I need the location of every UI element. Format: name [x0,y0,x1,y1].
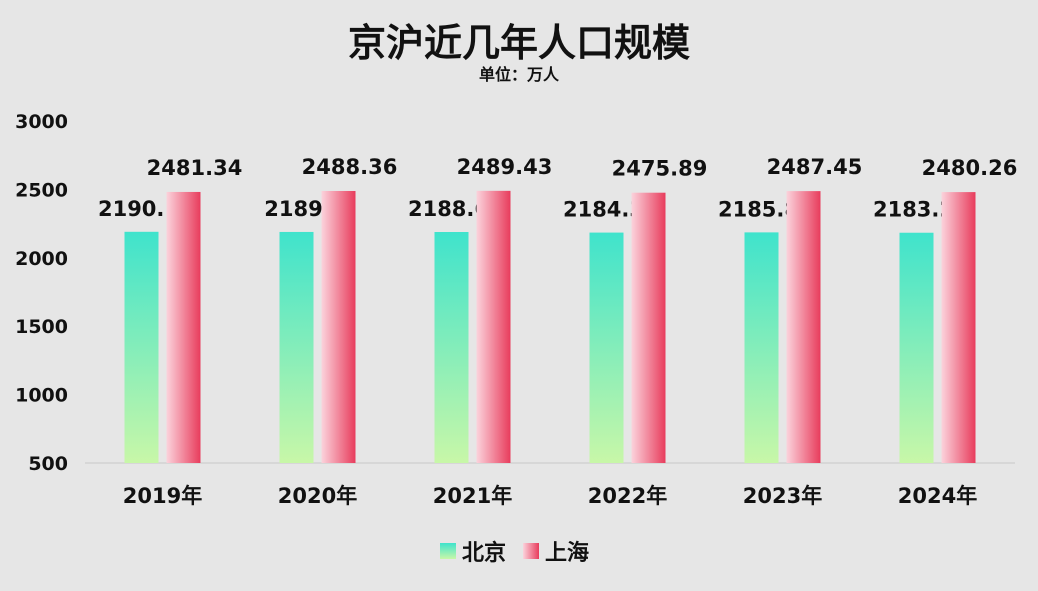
data-label: 2183.2 [873,198,954,222]
data-label: 2188.6 [408,197,489,221]
data-label: 2475.89 [612,157,708,181]
x-tick-label: 2024年 [898,484,977,508]
data-label: 2184.3 [563,198,644,222]
bar-group: 2183.2 2480.26 [873,156,1017,463]
bars: 2190.12481.3421892488.362188.62489.43218… [98,155,1017,464]
bar-shanghai [786,191,821,464]
y-tick-label: 2500 [15,179,68,201]
data-label: 2189 [264,197,322,221]
data-label: 2480.26 [922,156,1018,180]
x-tick-label: 2023年 [743,484,822,508]
bar-group: 2185.8 2487.45 [718,155,863,464]
chart-subtitle: 单位：万人 [479,65,560,84]
data-label: 2487.45 [767,155,863,179]
x-tick-label: 2022年 [588,484,667,508]
bar-group: 2184.3 2475.89 [563,157,707,463]
data-label: 2190.1 [98,197,179,221]
y-tick-label: 500 [28,453,68,475]
bar-group: 2190.1 2481.34 [98,156,242,463]
bar-group: 2189 2488.36 [264,155,397,463]
data-label: 2489.43 [457,155,553,179]
legend-label: 北京 [462,540,506,566]
bar-shanghai [631,192,666,463]
bar-shanghai [166,191,201,463]
y-tick-label: 1000 [15,385,68,407]
data-label: 2185.8 [718,197,799,221]
bar-beijing [124,231,159,463]
legend-swatch-beijing [440,543,456,559]
bar-group: 2188.6 2489.43 [408,155,552,463]
y-tick-label: 2000 [15,248,68,270]
bar-beijing [434,231,469,463]
bar-shanghai [321,190,356,463]
bar-beijing [744,232,779,463]
y-axis: 500 1000 1500 2000 2500 3000 [15,111,68,475]
x-tick-label: 2020年 [278,484,357,508]
chart-title: 京沪近几年人口规模 [348,21,690,65]
legend-label: 上海 [545,540,589,566]
y-tick-label: 3000 [15,111,68,133]
data-label: 2481.34 [147,156,243,180]
x-tick-label: 2019年 [123,484,202,508]
y-tick-label: 1500 [15,316,68,338]
legend: 北京 上海 [440,540,589,566]
bar-beijing [279,231,314,463]
x-tick-label: 2021年 [433,484,512,508]
bar-beijing [899,232,934,463]
legend-swatch-shanghai [523,543,539,559]
x-axis: 2019年 2020年 2021年 2022年 2023年 2024年 [123,484,977,508]
bar-beijing [589,232,624,463]
data-label: 2488.36 [302,155,398,179]
bar-shanghai [941,192,976,463]
bar-shanghai [476,190,511,463]
